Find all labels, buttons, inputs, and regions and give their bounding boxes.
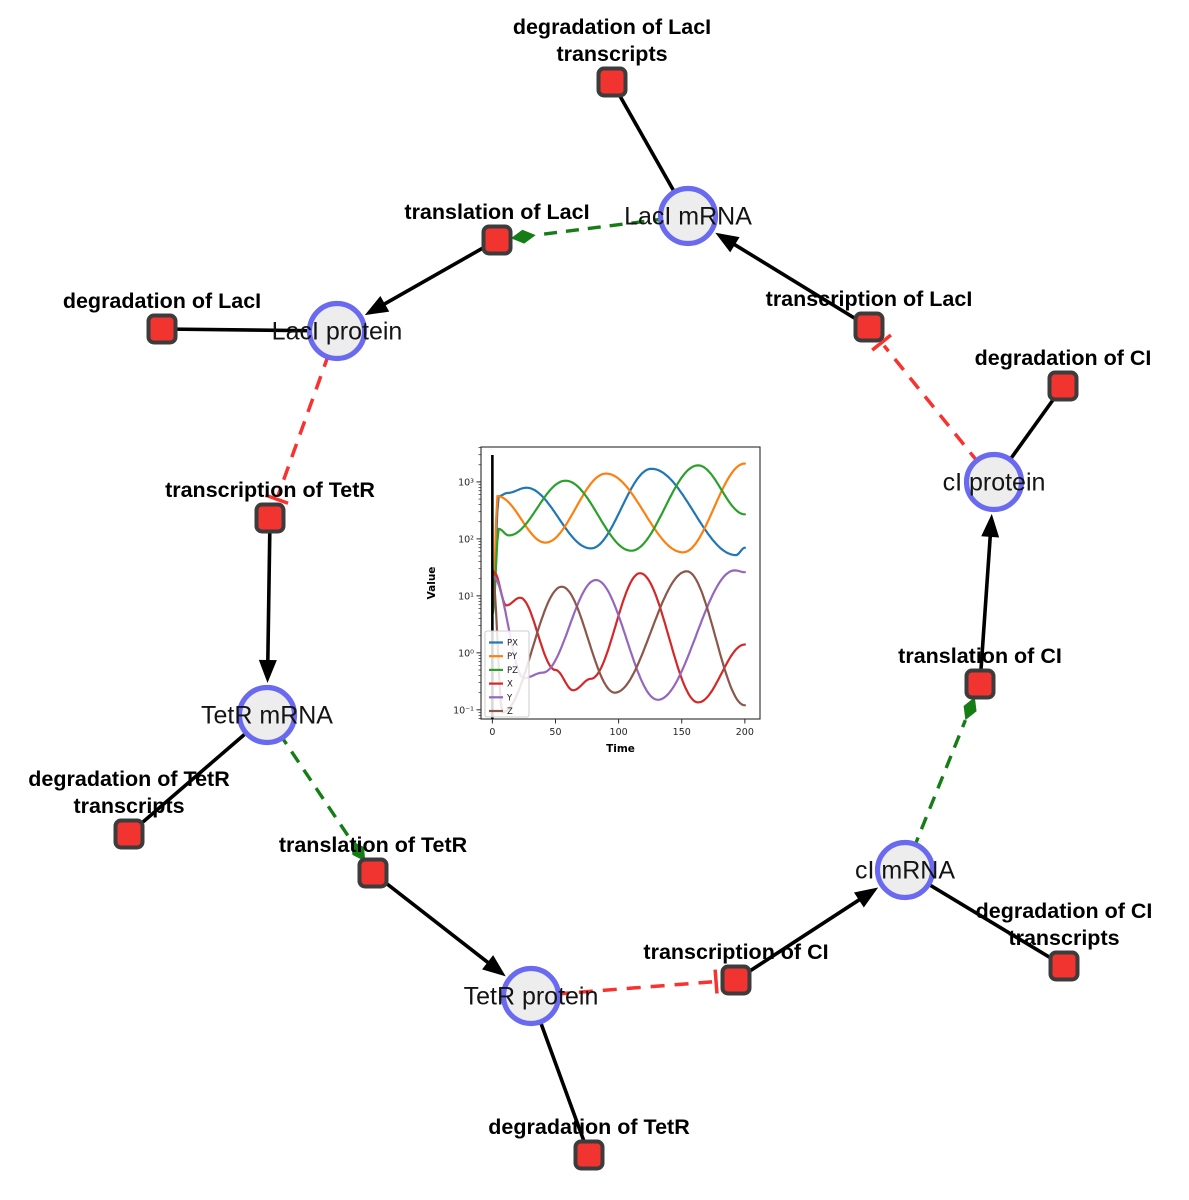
reaction-label-translation-of-laci: translation of LacI <box>404 200 589 224</box>
reaction-label-degradation-of-ci: degradation of CI <box>975 346 1152 370</box>
arrowhead <box>482 955 506 977</box>
y-axis-tick-label: 10¹ <box>458 591 474 602</box>
series-line-PX <box>491 467 746 603</box>
nodes-layer <box>113 66 1080 1171</box>
series-line-X <box>491 570 746 704</box>
reaction-label-transcription-of-laci: transcription of LacI <box>766 287 973 311</box>
edge-translation-of-ci--ci-protein <box>978 513 1000 685</box>
y-axis-tick-label: 10⁰ <box>458 648 474 659</box>
reaction-label-transcription-of-ci: transcription of CI <box>643 940 828 964</box>
inhibitor-bar <box>871 333 892 352</box>
reaction-label-translation-of-ci: translation of CI <box>898 644 1062 668</box>
edge-tetr-mrna--degradation-of-tetr-transcripts <box>127 713 269 836</box>
reaction-node-degradation-of-tetr-transcripts[interactable] <box>113 818 145 850</box>
reaction-node-degradation-of-ci-transcripts[interactable] <box>1048 950 1080 982</box>
species-node-laci-protein[interactable] <box>306 300 368 362</box>
species-label-ci-protein: cI protein <box>943 469 1046 497</box>
edge-transcription-of-tetr--tetr-mrna <box>258 517 277 684</box>
legend-label-Z: Z <box>507 707 513 717</box>
reaction-node-degradation-of-laci[interactable] <box>146 313 178 345</box>
species-node-tetr-protein[interactable] <box>500 965 562 1027</box>
edge-ci-mrna--degradation-of-ci-transcripts <box>904 868 1065 968</box>
reaction-label-degradation-of-ci-transcripts: transcripts <box>1008 926 1119 950</box>
species-label-tetr-mrna: TetR mRNA <box>201 702 333 730</box>
y-axis-tick-label: 10² <box>458 534 474 545</box>
reaction-label-degradation-of-tetr: degradation of TetR <box>488 1115 690 1139</box>
x-axis-tick-label: 100 <box>610 727 628 738</box>
labels-layer: LacI mRNA LacI protein TetR mRNA TetR prote… <box>28 15 1152 1139</box>
modifier-diamond <box>510 229 536 244</box>
series-line-Y <box>491 569 746 701</box>
reaction-node-transcription-of-ci[interactable] <box>720 964 752 996</box>
x-axis-tick-label: 0 <box>489 727 495 738</box>
edge-translation-of-tetr--tetr-protein <box>371 871 506 977</box>
inhibitor-bar <box>713 969 719 994</box>
chart-series <box>491 462 746 714</box>
species-node-laci-mrna[interactable] <box>657 185 719 247</box>
x-axis-tick-label: 50 <box>549 727 561 738</box>
legend-label-PY: PY <box>507 652 518 662</box>
edge-tetr-protein--transcription-of-ci <box>530 969 719 998</box>
species-label-laci-mrna: LacI mRNA <box>624 203 752 231</box>
species-node-ci-mrna[interactable] <box>874 839 936 901</box>
reaction-node-degradation-of-laci-transcripts[interactable] <box>596 66 628 98</box>
y-axis-title: Value <box>426 567 438 600</box>
chart-ticks: 10⁻¹ 10⁰ 10¹ 10² 10³ 0 50 100 150 200 <box>453 447 754 738</box>
series-line-PZ <box>491 464 746 615</box>
reaction-node-degradation-of-ci[interactable] <box>1047 370 1079 402</box>
species-node-tetr-mrna[interactable] <box>236 684 298 746</box>
x-axis-tick-label: 150 <box>673 727 691 738</box>
arrowhead <box>258 659 277 684</box>
reaction-node-degradation-of-tetr[interactable] <box>573 1139 605 1171</box>
chart-legend: PX PY PZ XYZ <box>484 630 530 718</box>
species-node-ci-protein[interactable] <box>963 451 1025 513</box>
x-axis-tick-label: 200 <box>736 727 754 738</box>
arrowhead <box>981 513 1000 538</box>
x-axis-title: Time <box>606 743 635 755</box>
reaction-label-degradation-of-laci: degradation of LacI <box>63 289 261 313</box>
y-axis-tick-label: 10³ <box>458 477 474 488</box>
legend-label-X: X <box>507 680 513 690</box>
reaction-label-degradation-of-ci-transcripts: degradation of CI <box>976 899 1153 923</box>
series-line-Z <box>491 570 746 714</box>
legend-label-PX: PX <box>507 639 518 649</box>
arrowhead <box>853 887 879 908</box>
edge-translation-of-laci--laci-protein <box>364 238 498 316</box>
species-label-tetr-protein: TetR protein <box>464 983 599 1011</box>
reaction-label-degradation-of-tetr-transcripts: transcripts <box>73 794 184 818</box>
reaction-node-translation-of-laci[interactable] <box>481 224 513 256</box>
reaction-label-transcription-of-tetr: transcription of TetR <box>165 478 375 502</box>
species-label-laci-protein: LacI protein <box>272 318 403 346</box>
arrowhead <box>364 295 390 316</box>
reaction-label-translation-of-tetr: translation of TetR <box>279 833 468 857</box>
reaction-node-transcription-of-tetr[interactable] <box>254 502 286 534</box>
y-axis-tick-label: 10⁻¹ <box>453 705 474 716</box>
edge-transcription-of-laci--laci-mrna <box>715 232 870 329</box>
series-line-PY <box>491 462 746 610</box>
modifier-diamond <box>963 696 977 721</box>
reaction-label-degradation-of-laci-transcripts: transcripts <box>556 42 667 66</box>
reaction-label-degradation-of-tetr-transcripts: degradation of TetR <box>28 767 230 791</box>
arrowhead <box>715 232 740 253</box>
species-label-ci-mrna: cI mRNA <box>855 857 955 885</box>
legend-label-PZ: PZ <box>507 666 518 676</box>
legend-label-Y: Y <box>506 693 513 703</box>
reaction-label-degradation-of-laci-transcripts: degradation of LacI <box>513 15 711 39</box>
reaction-node-translation-of-tetr[interactable] <box>357 857 389 889</box>
modifier-diamond <box>351 840 366 862</box>
reaction-node-translation-of-ci[interactable] <box>964 668 996 700</box>
edge-transcription-of-ci--ci-mrna <box>735 887 879 982</box>
reaction-node-transcription-of-laci[interactable] <box>853 311 885 343</box>
inhibitor-bar <box>264 493 289 505</box>
